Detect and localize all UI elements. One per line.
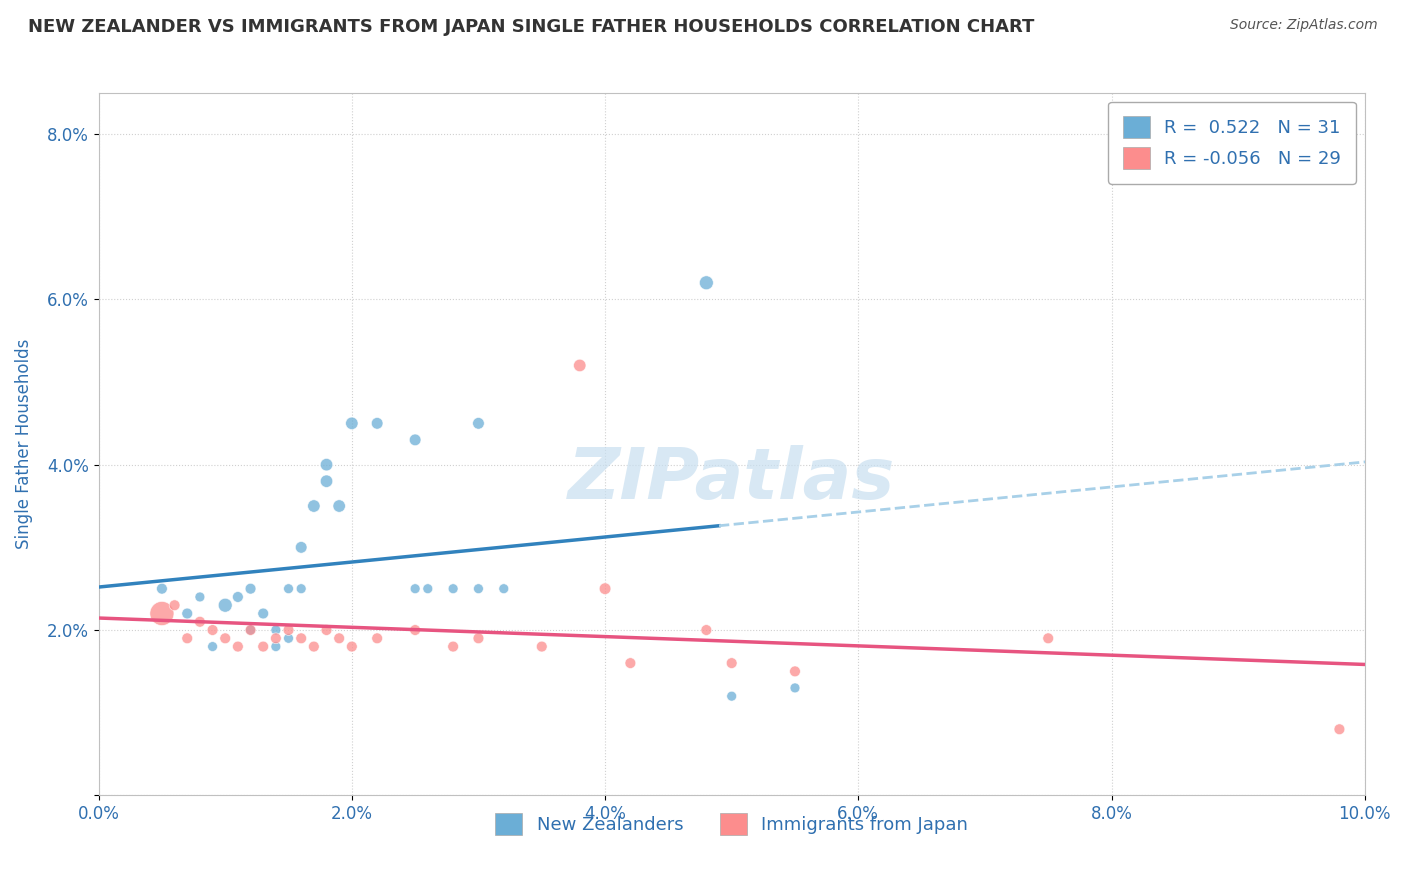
Point [530,640,553,654]
Point [720,656,742,670]
Point [492,582,515,596]
Point [290,541,312,555]
Point [302,499,325,513]
Y-axis label: Single Father Households: Single Father Households [15,339,32,549]
Point [290,632,312,646]
Point [201,623,224,637]
Point [340,417,363,431]
Point [619,656,641,670]
Point [568,359,591,373]
Point [188,615,211,629]
Legend: New Zealanders, Immigrants from Japan: New Zealanders, Immigrants from Japan [488,806,976,843]
Point [163,599,186,613]
Point [277,582,299,596]
Point [239,582,262,596]
Point [150,607,173,621]
Point [277,623,299,637]
Point [277,632,299,646]
Point [315,474,337,488]
Point [366,632,388,646]
Point [441,640,464,654]
Point [214,599,236,613]
Point [366,417,388,431]
Point [264,632,287,646]
Point [264,640,287,654]
Point [404,623,426,637]
Point [695,276,717,290]
Point [404,433,426,447]
Text: ZIPatlas: ZIPatlas [568,444,896,514]
Point [252,640,274,654]
Point [467,632,489,646]
Point [467,417,489,431]
Point [214,632,236,646]
Text: NEW ZEALANDER VS IMMIGRANTS FROM JAPAN SINGLE FATHER HOUSEHOLDS CORRELATION CHAR: NEW ZEALANDER VS IMMIGRANTS FROM JAPAN S… [28,18,1035,36]
Point [1038,632,1060,646]
Point [441,582,464,596]
Point [302,640,325,654]
Point [416,582,439,596]
Point [252,607,274,621]
Point [315,623,337,637]
Point [1329,723,1351,737]
Point [239,623,262,637]
Point [226,590,249,604]
Point [328,499,350,513]
Point [467,582,489,596]
Point [328,632,350,646]
Point [593,582,616,596]
Text: Source: ZipAtlas.com: Source: ZipAtlas.com [1230,18,1378,32]
Point [695,623,717,637]
Point [176,632,198,646]
Point [290,582,312,596]
Point [188,590,211,604]
Point [176,607,198,621]
Point [264,623,287,637]
Point [404,582,426,596]
Point [340,640,363,654]
Point [720,689,742,703]
Point [226,640,249,654]
Point [201,640,224,654]
Point [239,623,262,637]
Point [783,681,806,695]
Point [783,665,806,679]
Point [315,458,337,472]
Point [150,582,173,596]
